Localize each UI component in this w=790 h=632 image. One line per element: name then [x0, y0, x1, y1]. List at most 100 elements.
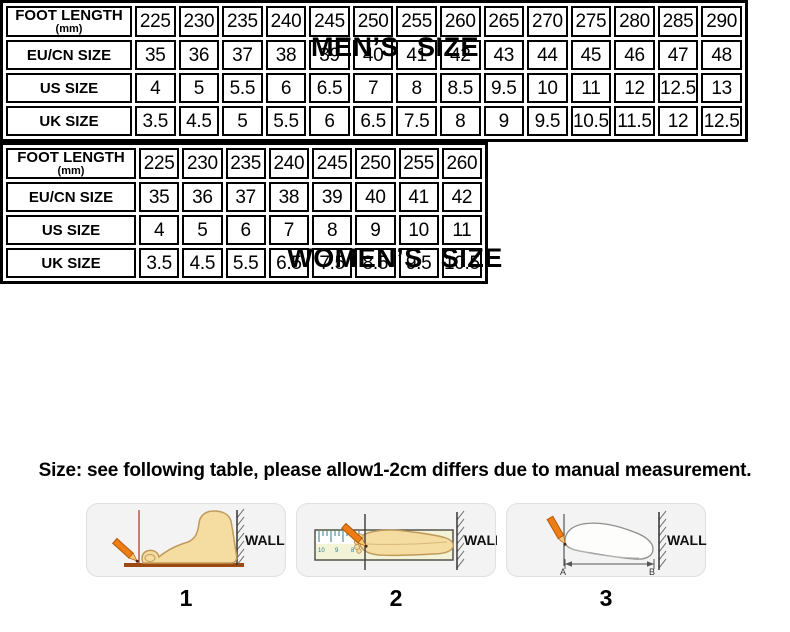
outline-inner-curve	[568, 547, 640, 559]
wall-label: WALL	[245, 532, 285, 548]
size-cell: 4	[135, 73, 176, 103]
size-cell: 39	[312, 182, 353, 212]
size-cell: 9.5	[483, 73, 525, 103]
mens-size-title: MEN’S SIZE	[310, 32, 480, 62]
measurement-step-2: 10 9 8	[296, 503, 497, 612]
row-label: UK SIZE	[6, 248, 136, 278]
size-cell: 5	[222, 106, 263, 136]
size-cell: 5.5	[265, 106, 307, 136]
size-cell: 250	[352, 6, 394, 37]
foot-outline-icon: A B WALL	[546, 510, 707, 577]
size-cell: 5	[178, 73, 220, 103]
arrow-right	[647, 561, 654, 567]
step-number: 2	[389, 585, 403, 611]
size-cell: 38	[268, 182, 309, 212]
size-cell: 8.5	[355, 248, 396, 278]
ruler-number: 8	[351, 548, 355, 554]
size-cell: 11.5	[614, 106, 655, 136]
size-cell: 36	[182, 182, 223, 212]
table-row: UK SIZE 3.5 4.5 5 5.5 6 6.5 7.5 8 9 9.5 10.5 11.5 12 1…	[6, 106, 742, 136]
ab-measure-line	[564, 559, 655, 569]
ruler-number: 9	[335, 548, 339, 554]
size-cell: 255	[396, 6, 437, 37]
foot-midline	[366, 541, 448, 545]
size-cell: 10.5	[441, 248, 482, 278]
size-cell: 8	[312, 215, 353, 245]
size-cell: 42	[441, 182, 482, 212]
pencil-icon	[546, 515, 567, 546]
point-b-label: B	[649, 567, 655, 577]
size-cell: 265	[483, 6, 525, 37]
step-number: 1	[179, 585, 193, 611]
pencil-icon	[340, 522, 368, 548]
point-a-label: A	[560, 567, 566, 577]
size-cell: 12	[657, 106, 699, 136]
wall-label: WALL	[464, 532, 497, 548]
row-label: EU/CN SIZE	[6, 40, 132, 70]
size-cell: 12.5	[701, 106, 742, 136]
size-cell: 280	[614, 6, 655, 37]
size-cell: 245	[312, 148, 353, 179]
size-cell: 230	[178, 6, 220, 37]
size-cell: 4	[139, 215, 180, 245]
row-label: FOOT LENGTH (mm)	[6, 6, 132, 37]
size-cell: 8	[396, 73, 437, 103]
size-cell: 260	[441, 148, 482, 179]
size-cell: 7.5	[312, 248, 353, 278]
size-cell: 4.5	[178, 106, 220, 136]
table-row: UK SIZE 3.5 4.5 5.5 6.5 7.5 8.5 9.5 10.5	[6, 248, 482, 278]
size-cell: 7	[352, 73, 394, 103]
pencil-icon	[111, 537, 139, 563]
size-cell: 40	[355, 182, 396, 212]
size-cell: 255	[398, 148, 439, 179]
size-cell: 36	[178, 40, 220, 70]
size-cell: 6	[265, 73, 307, 103]
foot-side-view-icon: WALL	[111, 508, 285, 567]
size-cell: 40	[352, 40, 394, 70]
size-cell: 8	[439, 106, 481, 136]
size-cell: 5.5	[225, 248, 266, 278]
foot-side-view-illustration: WALL	[86, 503, 286, 577]
ruler-number: 10	[318, 548, 325, 554]
row-label: UK SIZE	[6, 106, 132, 136]
size-cell: 240	[265, 6, 307, 37]
size-cell: 290	[701, 6, 742, 37]
size-cell: 5.5	[222, 73, 263, 103]
size-cell: 6	[225, 215, 266, 245]
size-cell: 45	[570, 40, 612, 70]
womens-size-table-container: FOOT LENGTH (mm) 225 230 235 240 245 250 255 260 E…	[0, 142, 488, 284]
size-cell: 250	[355, 148, 396, 179]
size-cell: 6.5	[352, 106, 394, 136]
size-cell: 7.5	[396, 106, 437, 136]
foot-side-shape	[141, 510, 238, 564]
measurement-step-3: A B WALL 3	[506, 503, 707, 612]
size-cell: 8.5	[439, 73, 481, 103]
big-toe-detail	[144, 554, 156, 562]
wall-label: WALL	[667, 532, 707, 548]
size-cell: 11	[441, 215, 482, 245]
table-row: EU/CN SIZE 35 36 37 38 39 40 41 42	[6, 182, 482, 212]
measurement-note: Size: see following table, please allow1…	[38, 460, 752, 481]
foot-top-shape	[358, 529, 454, 557]
size-cell: 13	[701, 73, 742, 103]
size-cell: 3.5	[135, 106, 176, 136]
size-cell: 42	[439, 40, 481, 70]
mens-size-table-container: FOOT LENGTH (mm) 225 230 235 240 245 250 255 260 2…	[0, 0, 748, 142]
table-row: FOOT LENGTH (mm) 225 230 235 240 245 250 255 260	[6, 148, 482, 179]
measurement-step-1: WALL 1	[86, 503, 286, 612]
measurement-steps: WALL 1 10	[86, 503, 707, 612]
size-cell: 11	[570, 73, 612, 103]
size-cell: 230	[182, 148, 223, 179]
step-number: 3	[599, 585, 613, 611]
size-cell: 43	[483, 40, 525, 70]
size-cell: 12	[614, 73, 655, 103]
size-cell: 41	[398, 182, 439, 212]
size-cell: 37	[225, 182, 266, 212]
floor-board	[124, 563, 244, 567]
size-cell: 3.5	[139, 248, 180, 278]
size-cell: 10	[398, 215, 439, 245]
table-row: FOOT LENGTH (mm) 225 230 235 240 245 250 255 260 2…	[6, 6, 742, 37]
size-cell: 41	[396, 40, 437, 70]
size-cell: 275	[570, 6, 612, 37]
